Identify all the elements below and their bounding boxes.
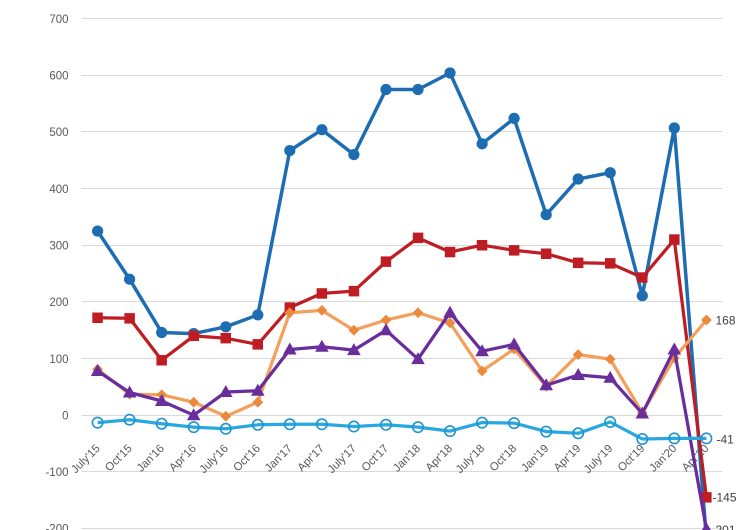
svg-text:200: 200 xyxy=(49,297,68,309)
svg-text:500: 500 xyxy=(49,127,68,139)
svg-text:100: 100 xyxy=(49,354,68,366)
svg-text:-200: -200 xyxy=(45,524,68,530)
svg-text:0: 0 xyxy=(62,410,68,422)
svg-text:-145: -145 xyxy=(713,491,737,505)
svg-text:300: 300 xyxy=(49,240,68,252)
svg-text:168: 168 xyxy=(716,313,736,327)
svg-text:-201: -201 xyxy=(712,523,736,530)
svg-text:700: 700 xyxy=(49,14,68,26)
svg-text:-41: -41 xyxy=(717,433,735,447)
svg-text:400: 400 xyxy=(49,184,68,196)
svg-text:-100: -100 xyxy=(45,467,68,479)
svg-text:600: 600 xyxy=(49,71,68,83)
